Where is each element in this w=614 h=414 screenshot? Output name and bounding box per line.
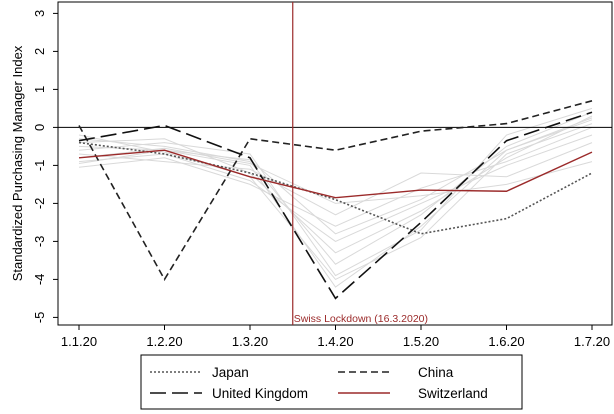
series-line-china xyxy=(78,100,593,281)
legend: Japan China United Kingdom Switzerland xyxy=(140,354,523,410)
x-tick-label: 1.1.20 xyxy=(61,334,97,349)
lockdown-label: Swiss Lockdown (16.3.2020) xyxy=(294,313,428,325)
legend-box xyxy=(140,354,523,410)
background-line-7 xyxy=(78,147,593,204)
x-tick-label: 1.7.20 xyxy=(574,334,610,349)
y-tick-label: -1 xyxy=(32,160,47,172)
background-line-4 xyxy=(78,107,593,277)
y-tick-label: 3 xyxy=(32,10,47,17)
series-line-switzerland xyxy=(78,149,593,199)
lockdown-annotation: Swiss Lockdown (16.3.2020) xyxy=(292,2,428,325)
background-line-5 xyxy=(78,142,593,216)
x-tick-label: 1.2.20 xyxy=(146,334,182,349)
y-tick-label: -5 xyxy=(32,312,47,324)
y-tick-label: 2 xyxy=(32,48,47,55)
x-axis: 1.1.20 1.2.20 1.3.20 1.4.20 1.5.20 1.6.20 1.7.… xyxy=(61,325,610,349)
background-line-3 xyxy=(78,126,593,227)
highlighted-series-lines xyxy=(78,100,593,300)
y-tick-label: -3 xyxy=(32,236,47,248)
y-axis: 3 2 1 0 -1 -2 -3 -4 -5 xyxy=(32,10,58,323)
x-tick-label: 1.3.20 xyxy=(232,334,268,349)
y-tick-label: -4 xyxy=(32,274,47,286)
legend-label: United Kingdom xyxy=(212,386,308,401)
background-line-6 xyxy=(78,115,593,254)
x-tick-label: 1.4.20 xyxy=(317,334,353,349)
background-line-2 xyxy=(78,134,593,242)
legend-label: China xyxy=(418,365,454,380)
y-tick-label: -2 xyxy=(32,198,47,210)
background-line-1 xyxy=(78,111,593,265)
y-tick-label: 1 xyxy=(32,86,47,93)
background-line-8 xyxy=(78,123,593,281)
y-axis-title: Standardized Purchasing Manager Index xyxy=(10,45,25,281)
x-tick-label: 1.5.20 xyxy=(403,334,439,349)
x-tick-label: 1.6.20 xyxy=(488,334,524,349)
series-line-united-kingdom xyxy=(78,111,593,300)
background-country-lines xyxy=(78,107,593,288)
legend-label: Japan xyxy=(212,365,249,380)
legend-label: Switzerland xyxy=(418,386,488,401)
y-tick-label: 0 xyxy=(32,124,47,131)
